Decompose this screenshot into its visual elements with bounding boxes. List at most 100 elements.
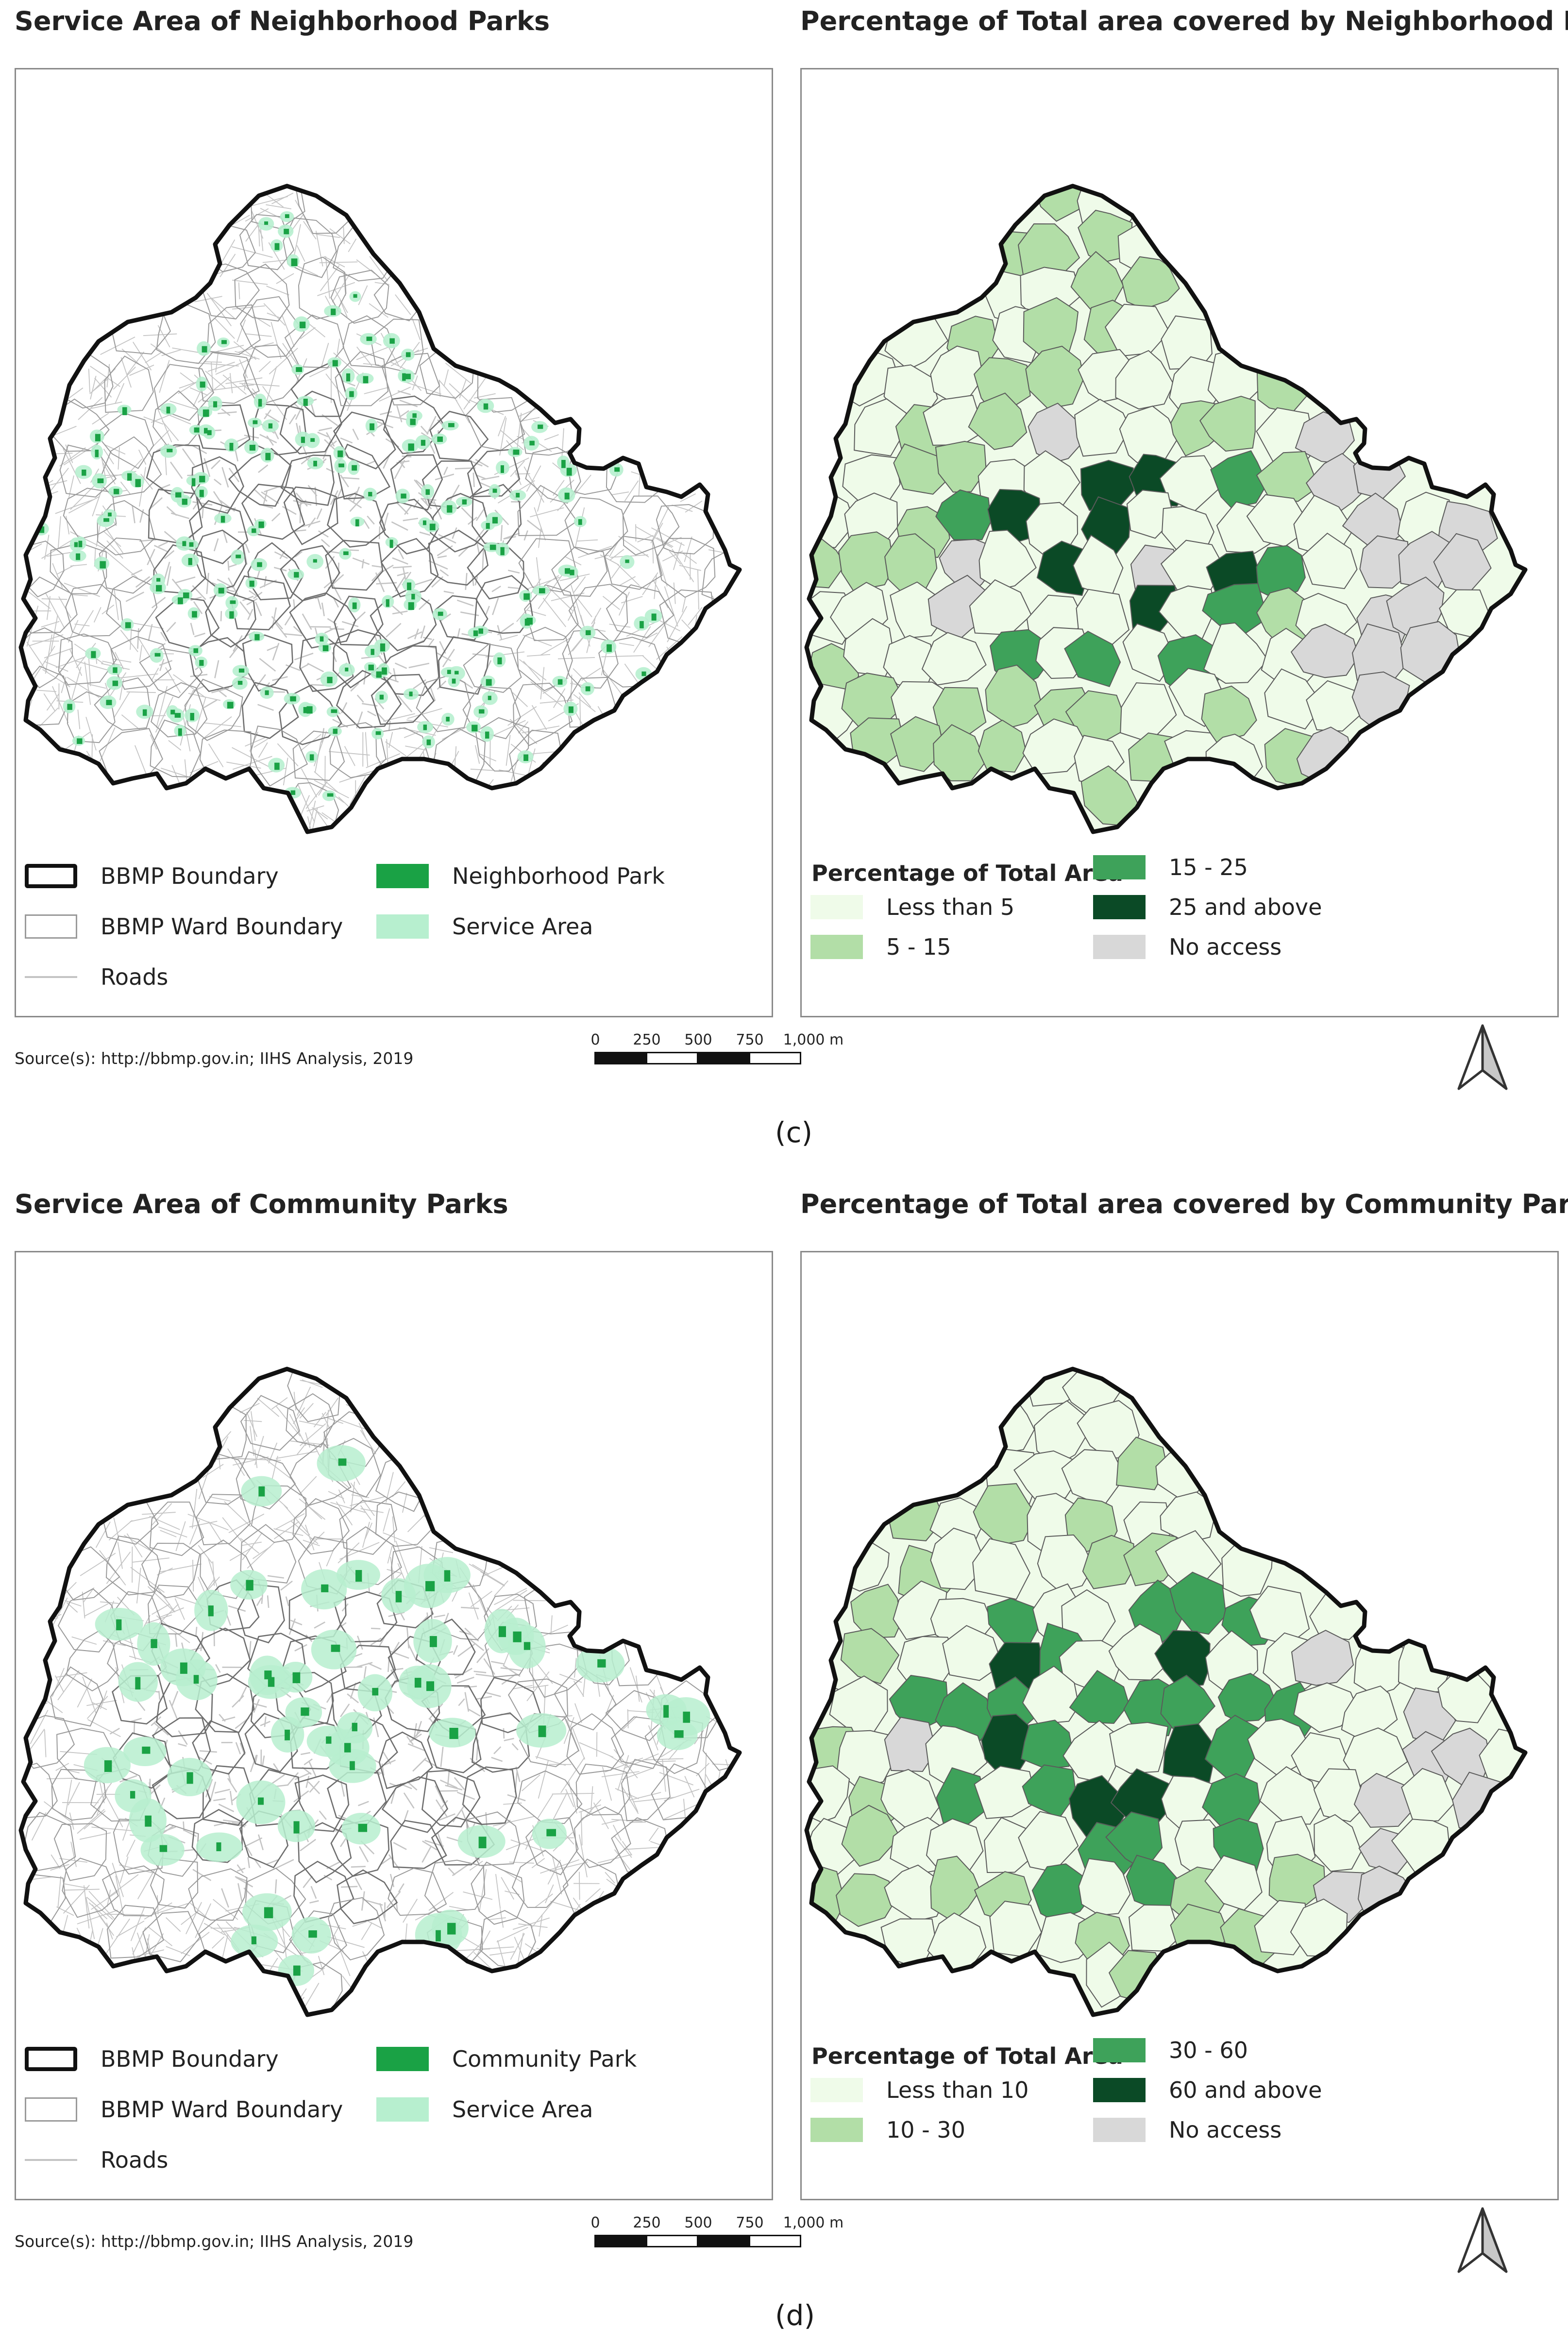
road-segment — [285, 1596, 289, 1606]
park — [125, 622, 131, 628]
road-segment — [332, 652, 337, 662]
ward-boundary — [551, 546, 608, 597]
park — [253, 420, 258, 424]
park — [405, 373, 411, 380]
road-segment — [219, 253, 236, 278]
road-segment — [58, 596, 72, 619]
road-segment — [387, 1569, 402, 1574]
ward-polygon — [1313, 1768, 1366, 1822]
road-segment — [294, 529, 306, 532]
north-arrow-icon — [1457, 2207, 1508, 2273]
park — [568, 706, 573, 713]
road-segment — [100, 337, 135, 355]
scale-label: 500 — [684, 1031, 712, 1048]
ward-boundary — [50, 542, 107, 594]
ward-boundary — [106, 575, 158, 632]
ward-boundary — [198, 352, 260, 404]
park — [151, 1639, 157, 1648]
ward-boundary — [56, 1728, 117, 1783]
road-segment — [456, 1791, 475, 1800]
road-segment — [218, 1804, 235, 1812]
park — [345, 667, 349, 672]
park — [130, 1791, 135, 1799]
road-segment — [591, 607, 602, 624]
park — [112, 680, 118, 686]
road-segment — [157, 408, 172, 442]
road-segment — [126, 691, 156, 693]
road-segment — [524, 1685, 549, 1689]
ward-polygon — [1254, 1900, 1309, 1956]
park — [546, 1829, 556, 1837]
park — [236, 555, 241, 558]
road-segment — [203, 716, 232, 739]
road-segment — [294, 551, 303, 557]
ward-boundary — [95, 412, 154, 469]
road-segment — [86, 1897, 113, 1920]
road-segment — [471, 1590, 492, 1607]
road-segment — [242, 1532, 263, 1561]
road-segment — [333, 352, 363, 378]
road-segment — [550, 1615, 553, 1634]
scale-label: 750 — [736, 1031, 764, 1048]
park — [103, 518, 110, 522]
legend-label: No access — [1169, 2117, 1282, 2143]
road-segment — [394, 662, 407, 669]
park — [386, 599, 389, 607]
road-segment — [440, 1800, 448, 1809]
road-segment — [633, 626, 651, 653]
road-segment — [85, 717, 97, 751]
road-segment — [238, 342, 274, 353]
park — [422, 520, 426, 525]
parks-layer — [104, 1458, 691, 1976]
park — [290, 696, 296, 702]
road-segment — [55, 499, 93, 514]
ward-polygon — [1314, 1814, 1362, 1872]
road-segment — [394, 459, 405, 479]
ward-polygon — [1115, 350, 1174, 410]
road-segment — [475, 1696, 492, 1700]
road-segment — [527, 520, 543, 533]
park — [405, 352, 411, 357]
road-segment — [437, 555, 447, 558]
legend-label: Service Area — [452, 913, 593, 940]
road-segment — [265, 193, 284, 208]
ward-polygon — [850, 1584, 902, 1638]
ward-boundary — [422, 460, 482, 509]
road-segment — [112, 1862, 124, 1897]
road-segment — [309, 1780, 320, 1793]
ward-polygon — [1256, 451, 1319, 502]
ward-polygon — [972, 1538, 1031, 1600]
legend-swatch — [1093, 2038, 1146, 2062]
road-segment — [290, 1520, 319, 1544]
road-segment — [199, 1750, 217, 1753]
road-segment — [398, 549, 405, 559]
road-segment — [325, 256, 330, 299]
legend-label: Roads — [101, 964, 169, 990]
road-segment — [44, 1730, 47, 1757]
ward-boundary — [250, 186, 305, 229]
road-segment — [299, 1420, 324, 1427]
road-segment — [429, 1547, 454, 1553]
park — [199, 475, 205, 483]
road-segment — [83, 1587, 95, 1603]
park — [207, 430, 212, 436]
road-segment — [193, 697, 206, 737]
road-segment — [116, 1921, 145, 1938]
road-segment — [499, 635, 518, 641]
choropleth-map — [804, 184, 1528, 834]
road-segment — [321, 1413, 331, 1430]
road-segment — [366, 460, 376, 466]
road-segment — [143, 333, 177, 337]
road-segment — [139, 467, 146, 507]
road-segment — [483, 1658, 495, 1675]
road-segment — [44, 535, 50, 560]
ward-boundary — [378, 1731, 433, 1789]
park — [274, 762, 280, 770]
road-segment — [540, 667, 545, 700]
park — [500, 547, 505, 556]
road-segment — [648, 617, 670, 647]
road-segment — [318, 530, 329, 538]
road-segment — [391, 521, 408, 531]
road-segment — [136, 1932, 146, 1957]
road-segment — [131, 1718, 142, 1722]
